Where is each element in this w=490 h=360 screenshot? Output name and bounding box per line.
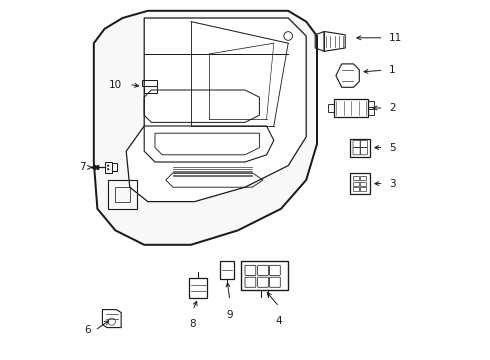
Text: 1: 1 [389, 65, 395, 75]
Text: 9: 9 [226, 310, 233, 320]
Polygon shape [94, 11, 317, 245]
Text: 7: 7 [79, 162, 86, 172]
Text: 6: 6 [85, 325, 91, 336]
Polygon shape [126, 18, 306, 202]
Circle shape [107, 168, 109, 170]
Text: 5: 5 [389, 143, 395, 153]
Text: 4: 4 [276, 316, 283, 326]
Text: 11: 11 [389, 33, 402, 43]
Text: 2: 2 [389, 103, 395, 113]
Text: 8: 8 [190, 319, 196, 329]
Text: 10: 10 [109, 80, 122, 90]
Circle shape [107, 165, 109, 167]
Text: 3: 3 [389, 179, 395, 189]
